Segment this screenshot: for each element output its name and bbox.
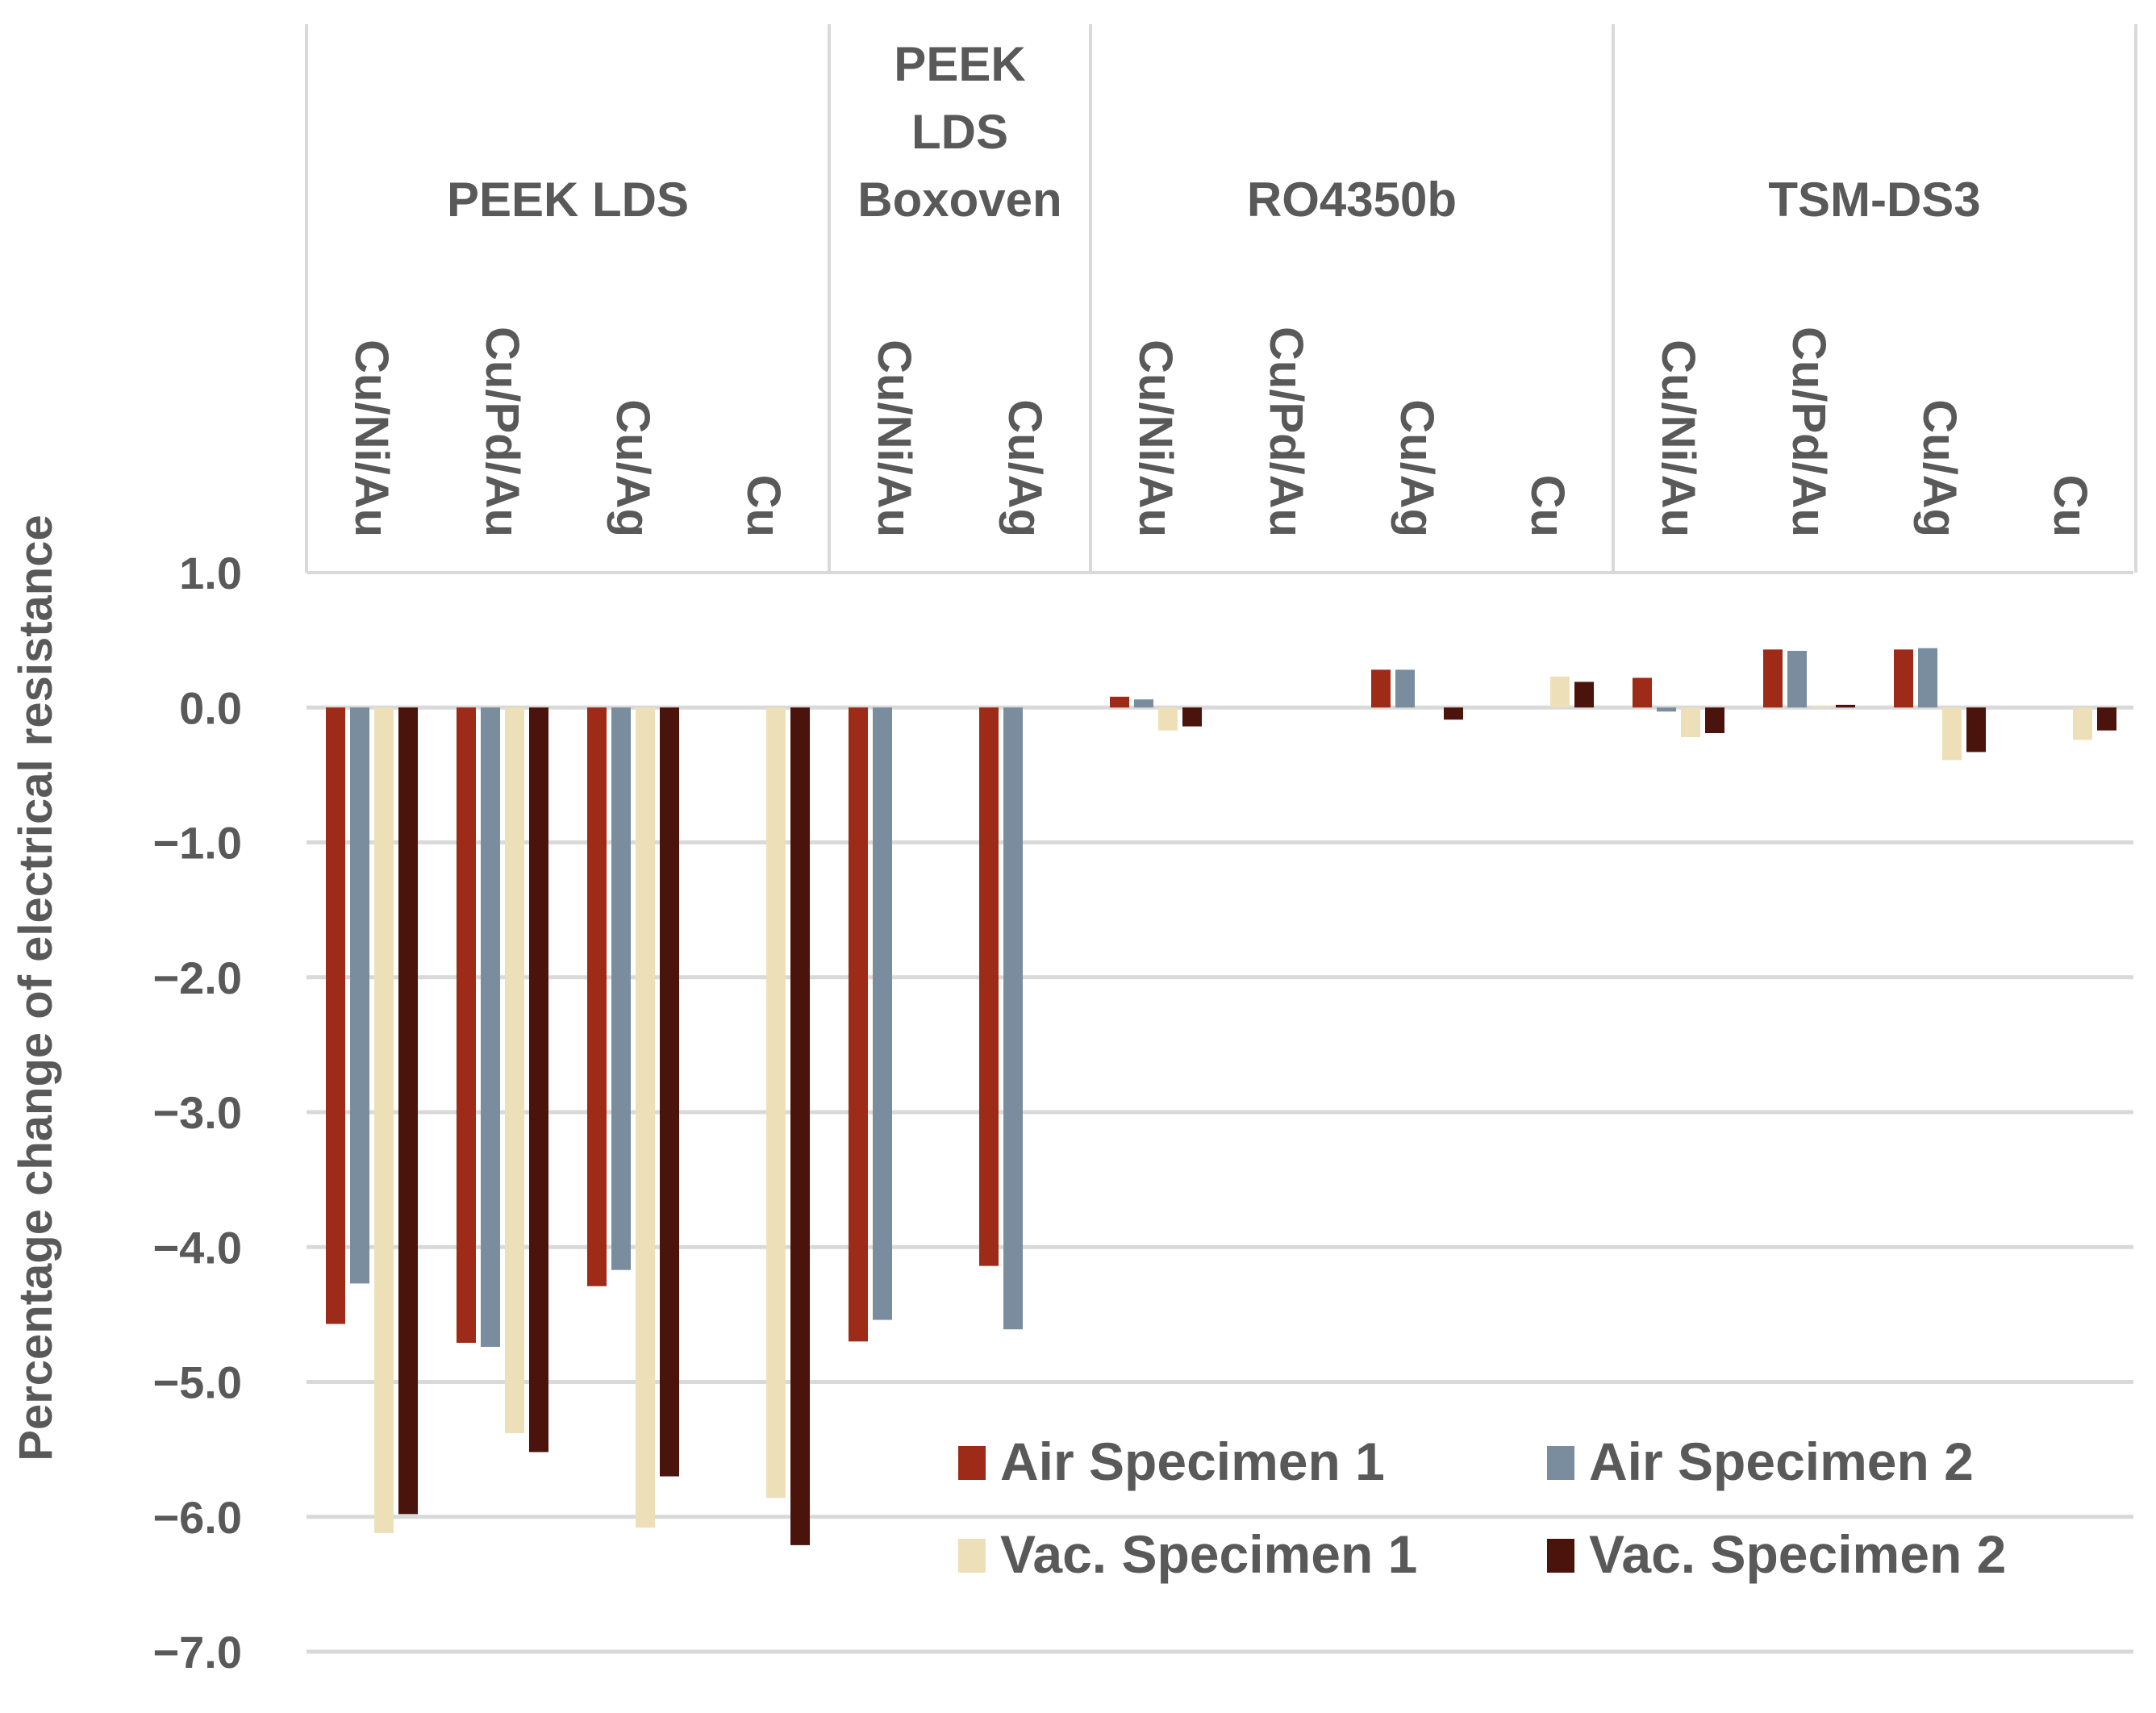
bar [1158,707,1178,731]
bar [1894,649,1913,708]
bar [1836,704,1855,708]
category-label: Cu/Pd/Au [1260,327,1312,537]
bar [505,707,524,1434]
y-axis-title: Percentage change of electrical resistan… [10,515,62,1461]
y-tick-label: −2.0 [152,952,242,1003]
bar [374,707,394,1533]
bar [1918,648,1937,708]
bar [660,707,679,1477]
legend-swatch [958,1539,986,1573]
category-label: Cu/Ni/Au [345,340,398,537]
category-frame [305,24,2137,574]
y-tick-label: −1.0 [152,818,242,869]
bar [1763,649,1783,708]
y-tick-label: −6.0 [152,1492,242,1543]
bar [398,707,418,1515]
bar [1444,707,1463,720]
bar [1110,696,1129,708]
bar [481,707,500,1348]
group-label: Boxoven [857,173,1061,227]
legend-swatch [1547,1446,1574,1480]
y-tick-label: −4.0 [152,1222,242,1273]
bar [2073,707,2092,740]
group-label: PEEK [894,37,1025,91]
category-label: Cu/Pd/Au [476,327,528,537]
bar [1182,707,1202,727]
bar [529,707,548,1453]
bar [1705,707,1724,734]
legend-swatch [958,1446,986,1480]
bar [1371,669,1391,708]
y-tick-label: −7.0 [152,1627,242,1678]
x-axis-labels: PEEK LDS PEEK LDS Boxoven RO4350b TSM-DS3 Cu/N… [345,37,2096,537]
category-label: Cu/Pd/Au [1783,327,1835,537]
legend: Air Specimen 1 Air Specimen 2 Vac. Specime… [958,1432,2006,1584]
category-label: Cu/Ag [1913,399,1966,537]
bar [457,707,476,1343]
bar [1633,677,1652,708]
legend-label: Vac. Specimen 1 [1000,1524,1417,1584]
bar [1966,707,1986,752]
group-label: TSM-DS3 [1768,173,1980,227]
legend-label: Air Specimen 1 [1000,1432,1385,1491]
bar [587,707,607,1286]
gridlines [307,705,2133,1654]
category-label: Cu/Ni/Au [1129,340,1182,537]
y-tick-label: −5.0 [152,1357,242,1408]
legend-label: Air Specimen 2 [1589,1432,1974,1491]
bar [979,707,999,1266]
group-label: RO4350b [1247,173,1457,227]
bar [849,707,868,1342]
category-label: Cu/Ag [1391,399,1443,537]
legend-swatch [1547,1539,1574,1573]
bar [1134,699,1153,708]
bar [636,707,655,1528]
group-label: LDS [911,105,1008,159]
bar [1395,669,1415,708]
category-label: Cu/Ag [607,399,659,537]
y-tick-label: −3.0 [152,1087,242,1138]
bar [1550,676,1570,708]
category-label: Cu [737,475,790,537]
bar [873,707,892,1320]
bar [350,707,369,1284]
y-tick-label: 1.0 [179,548,242,598]
bar [1681,707,1700,738]
bar [326,707,345,1324]
bar [1574,681,1594,708]
bars [326,648,2116,1545]
category-label: Cu [2044,475,2096,537]
bar [1942,707,1962,761]
y-tick-label: 0.0 [179,682,242,733]
bar [1812,706,1831,708]
bar [1657,707,1676,712]
bar [2097,707,2116,731]
bar [611,707,631,1270]
category-label: Cu/Ag [999,399,1051,537]
bar [1003,707,1023,1330]
bar [766,707,786,1498]
category-label: Cu/Ni/Au [868,340,920,537]
y-axis-ticks: 1.0 0.0 −1.0 −2.0 −3.0 −4.0 −5.0 −6.0 −7.0 [152,548,242,1678]
group-label: PEEK LDS [447,173,689,227]
bar [1787,651,1807,708]
bar [790,707,810,1545]
category-label: Cu/Ni/Au [1652,340,1704,537]
category-label: Cu [1521,475,1574,537]
legend-label: Vac. Specimen 2 [1589,1524,2006,1584]
